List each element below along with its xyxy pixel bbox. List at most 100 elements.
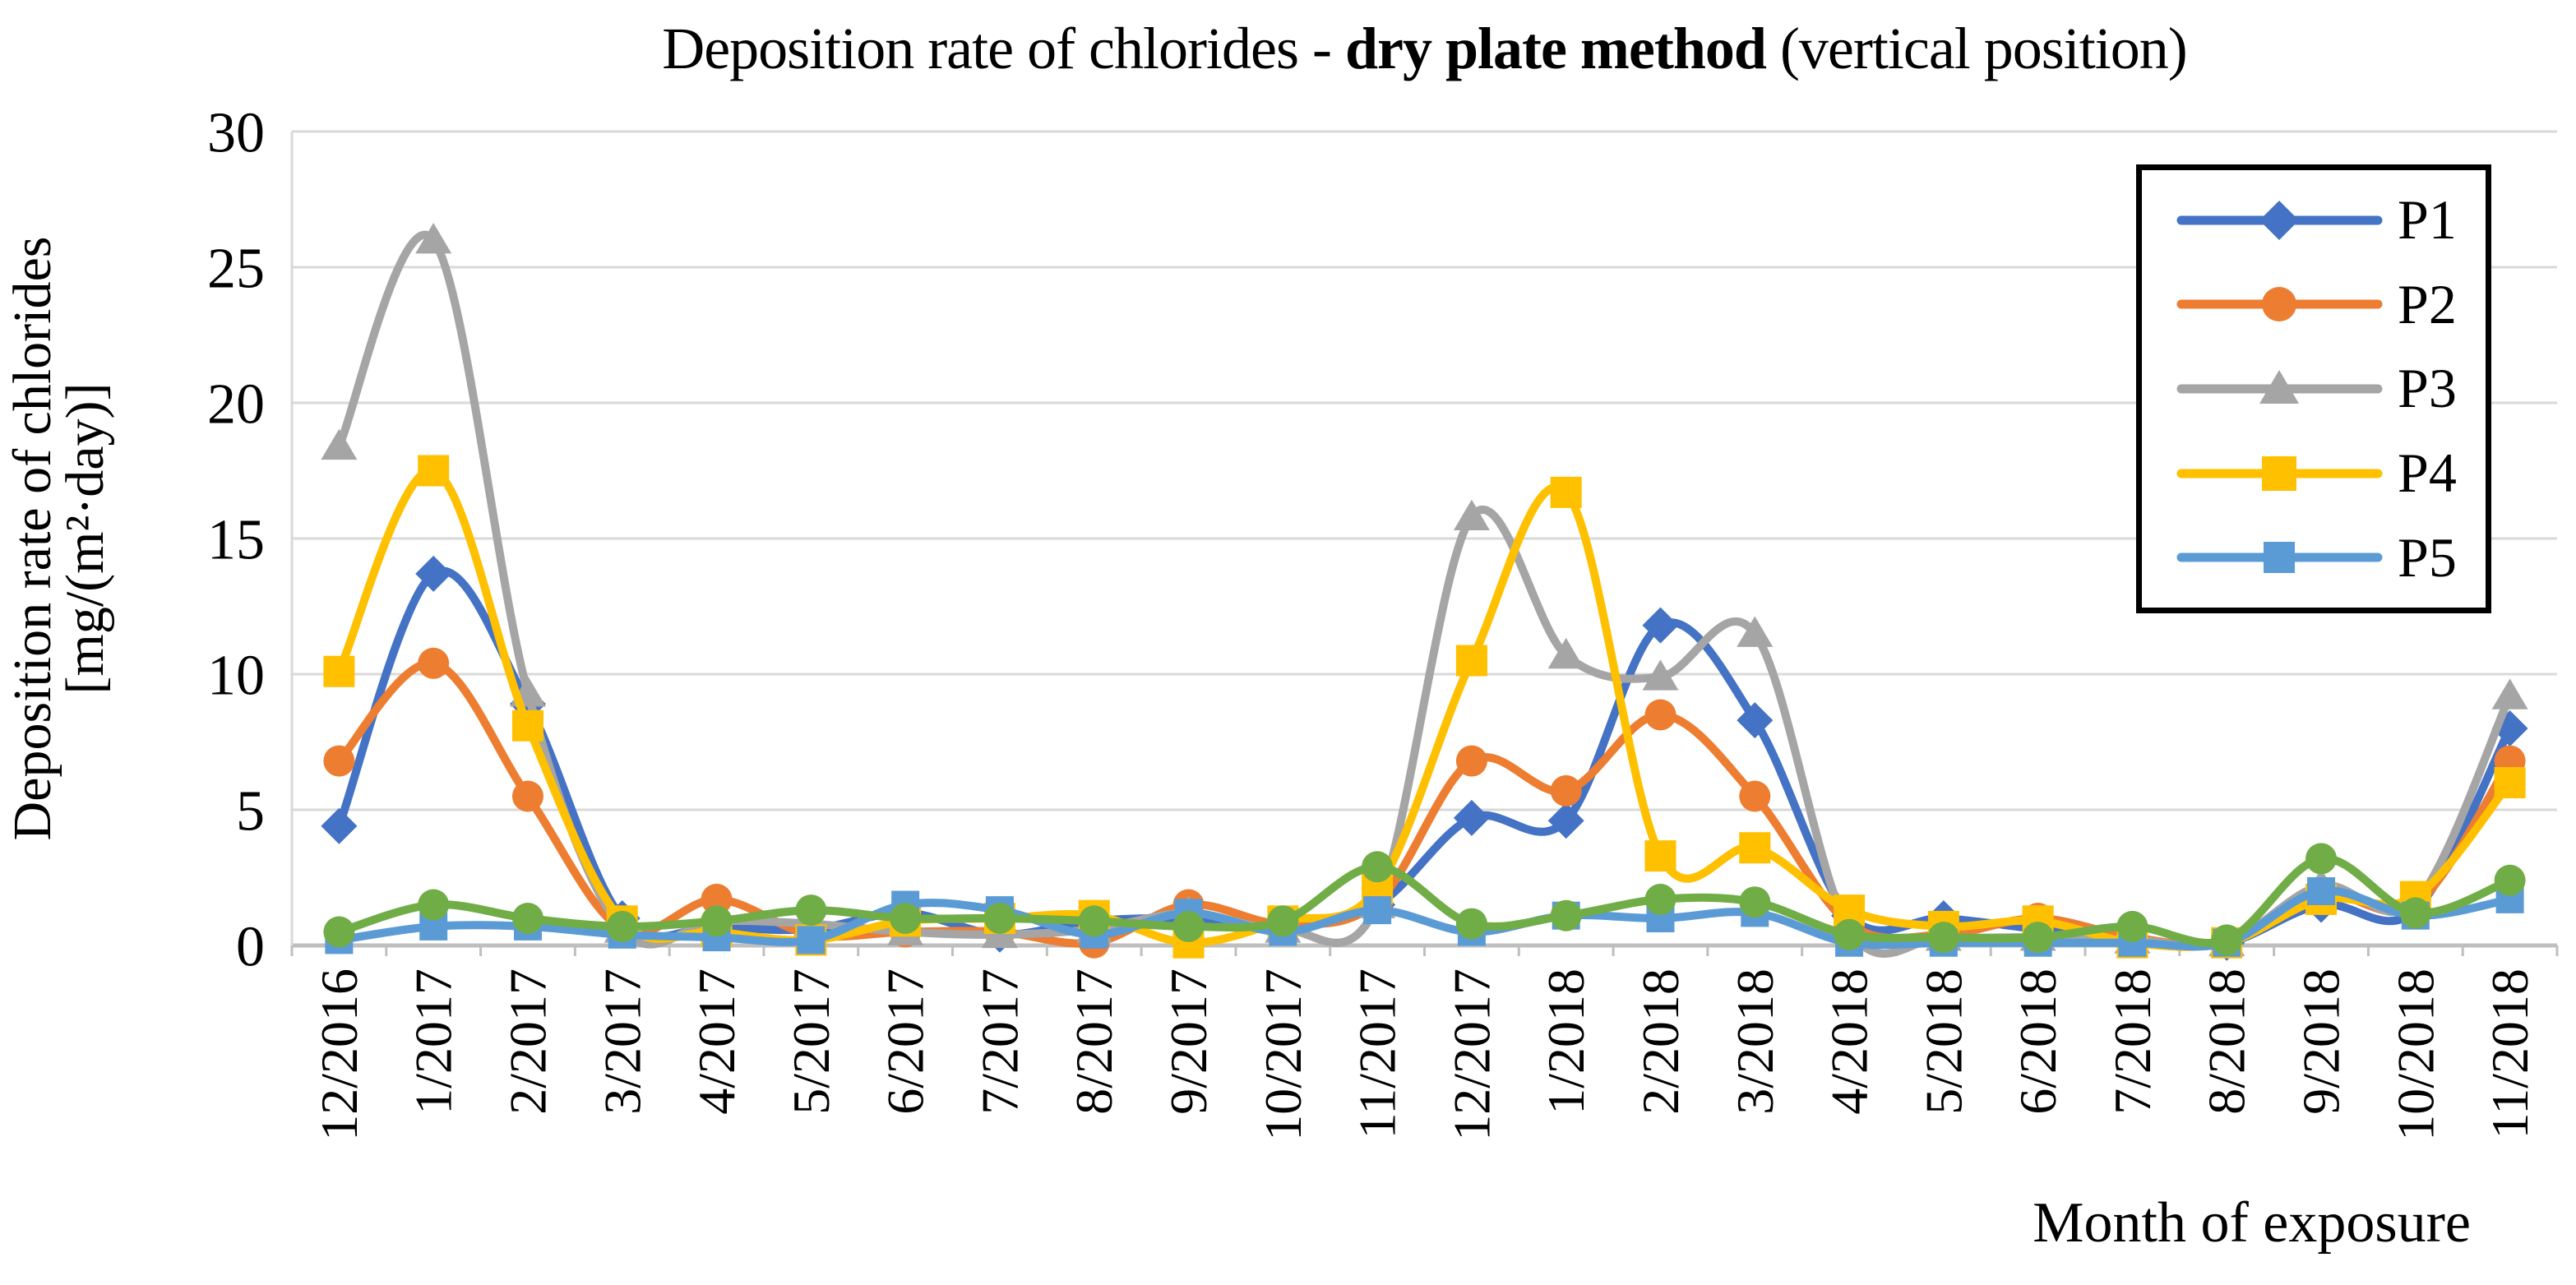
y-tick-label: 5 bbox=[236, 780, 265, 844]
x-tick-label: 9/2017 bbox=[1159, 968, 1218, 1115]
x-tick-label: 5/2018 bbox=[1914, 968, 1972, 1115]
series-green-unlabeled-marker bbox=[1267, 905, 1299, 937]
series-P2-marker bbox=[1550, 774, 1582, 807]
series-green-unlabeled-marker bbox=[1644, 883, 1676, 915]
series-green-unlabeled-marker bbox=[2399, 897, 2431, 929]
x-tick-label: 11/2017 bbox=[1348, 968, 1407, 1139]
series-P5-marker bbox=[1363, 896, 1392, 925]
series-green-unlabeled-marker bbox=[1078, 905, 1110, 937]
x-tick-label: 9/2018 bbox=[2292, 968, 2351, 1115]
y-tick-label: 0 bbox=[236, 916, 265, 979]
legend-item-P3: P3 bbox=[2175, 349, 2486, 428]
legend-key-P1 bbox=[2176, 200, 2383, 240]
series-P2-marker bbox=[323, 745, 355, 777]
series-P4-marker bbox=[1644, 840, 1676, 872]
series-green-unlabeled-marker bbox=[890, 903, 922, 934]
x-tick-label: 11/2018 bbox=[2481, 968, 2539, 1139]
series-P1-marker bbox=[1737, 702, 1774, 739]
x-tick-label: 10/2018 bbox=[2386, 968, 2444, 1141]
series-P4-marker bbox=[323, 655, 355, 687]
series-green-unlabeled-marker bbox=[511, 903, 543, 934]
series-green-unlabeled-marker bbox=[1362, 851, 1394, 883]
series-P1-marker bbox=[1547, 802, 1584, 839]
legend-label: P2 bbox=[2398, 272, 2457, 335]
x-tick-label: 7/2018 bbox=[2103, 968, 2162, 1115]
legend-label: P5 bbox=[2398, 525, 2457, 589]
series-green-unlabeled-marker bbox=[1834, 918, 1866, 950]
series-green-unlabeled-marker bbox=[2022, 922, 2054, 954]
chart-title: Deposition rate of chlorides - dry plate… bbox=[292, 15, 2557, 83]
legend-item-P5: P5 bbox=[2175, 518, 2486, 597]
series-P4-marker bbox=[418, 455, 450, 487]
series-green-unlabeled-marker bbox=[323, 916, 355, 948]
x-tick-label: 12/2016 bbox=[310, 968, 368, 1141]
x-axis-title: Month of exposure bbox=[2033, 1191, 2471, 1255]
y-tick-label: 15 bbox=[207, 509, 265, 572]
series-P2-marker bbox=[1644, 699, 1676, 731]
series-P5-marker bbox=[2307, 877, 2336, 905]
series-P2-marker bbox=[511, 780, 543, 812]
series-green-unlabeled-marker bbox=[795, 894, 827, 927]
series-P2-marker bbox=[701, 883, 733, 915]
series-green-unlabeled-marker bbox=[418, 889, 450, 921]
legend-marker-P5 bbox=[2264, 542, 2295, 574]
series-P3-marker bbox=[1453, 499, 1490, 530]
series-P4-marker bbox=[511, 710, 543, 742]
series-green-unlabeled-line bbox=[335, 854, 2514, 947]
series-green-unlabeled-marker bbox=[2305, 843, 2338, 875]
x-tick-label: 4/2017 bbox=[687, 968, 746, 1115]
series-P4-marker bbox=[2494, 767, 2526, 798]
series-P3-marker bbox=[1642, 659, 1679, 691]
series-green-unlabeled-marker bbox=[606, 910, 638, 942]
x-tick-label: 6/2018 bbox=[2009, 968, 2067, 1115]
legend-key-P5 bbox=[2176, 542, 2383, 574]
legend-label: P1 bbox=[2398, 188, 2457, 252]
legend-marker-P1 bbox=[2259, 200, 2299, 240]
legend-item-P2: P2 bbox=[2175, 265, 2486, 344]
series-P1-marker bbox=[1642, 607, 1679, 644]
series-P1 bbox=[321, 555, 2528, 961]
chart-title-suffix: (vertical position) bbox=[1765, 16, 2188, 81]
series-green-unlabeled-marker bbox=[701, 905, 733, 937]
x-tick-label: 2/2017 bbox=[498, 968, 557, 1115]
series-P2-marker bbox=[418, 647, 450, 679]
legend-marker-P3 bbox=[2259, 369, 2299, 404]
legend-item-P1: P1 bbox=[2175, 181, 2486, 260]
series-P5-marker bbox=[797, 926, 826, 955]
series-green-unlabeled-marker bbox=[1455, 908, 1487, 940]
x-tick-label: 3/2018 bbox=[1726, 968, 1784, 1115]
series-P2-marker bbox=[1455, 745, 1487, 777]
x-tick-label: 8/2017 bbox=[1065, 968, 1123, 1115]
y-tick-label: 30 bbox=[207, 102, 265, 165]
series-P3-marker bbox=[2491, 678, 2528, 710]
series-P3-marker bbox=[1737, 616, 1774, 647]
legend-marker-P2 bbox=[2262, 287, 2296, 322]
legend-label: P3 bbox=[2398, 357, 2457, 420]
series-green-unlabeled bbox=[323, 843, 2526, 956]
x-tick-label: 2/2018 bbox=[1631, 968, 1690, 1115]
x-tick-label: 5/2017 bbox=[782, 968, 840, 1115]
x-tick-label: 6/2017 bbox=[876, 968, 935, 1115]
series-P1-marker bbox=[1453, 799, 1490, 836]
series-P2-marker bbox=[1739, 780, 1771, 812]
series-P1-marker bbox=[415, 555, 452, 592]
series-green-unlabeled-marker bbox=[1550, 899, 1582, 931]
x-tick-label: 7/2017 bbox=[970, 968, 1029, 1115]
x-tick-label: 8/2018 bbox=[2198, 968, 2256, 1115]
x-tick-label: 3/2017 bbox=[593, 968, 651, 1115]
series-green-unlabeled-marker bbox=[983, 903, 1015, 934]
x-tick-label: 1/2017 bbox=[405, 968, 463, 1115]
y-tick-label: 10 bbox=[207, 645, 265, 708]
series-P4-marker bbox=[1550, 476, 1582, 508]
legend-marker-P4 bbox=[2262, 455, 2296, 491]
series-green-unlabeled-marker bbox=[2116, 910, 2148, 942]
y-tick-label: 25 bbox=[207, 238, 265, 301]
legend-key-P2 bbox=[2176, 287, 2383, 322]
legend-item-P4: P4 bbox=[2175, 434, 2486, 513]
x-tick-label: 12/2017 bbox=[1442, 968, 1501, 1141]
series-P3-marker bbox=[1547, 637, 1584, 669]
series-P4-marker bbox=[1455, 645, 1487, 677]
series-green-unlabeled-marker bbox=[2211, 924, 2243, 956]
